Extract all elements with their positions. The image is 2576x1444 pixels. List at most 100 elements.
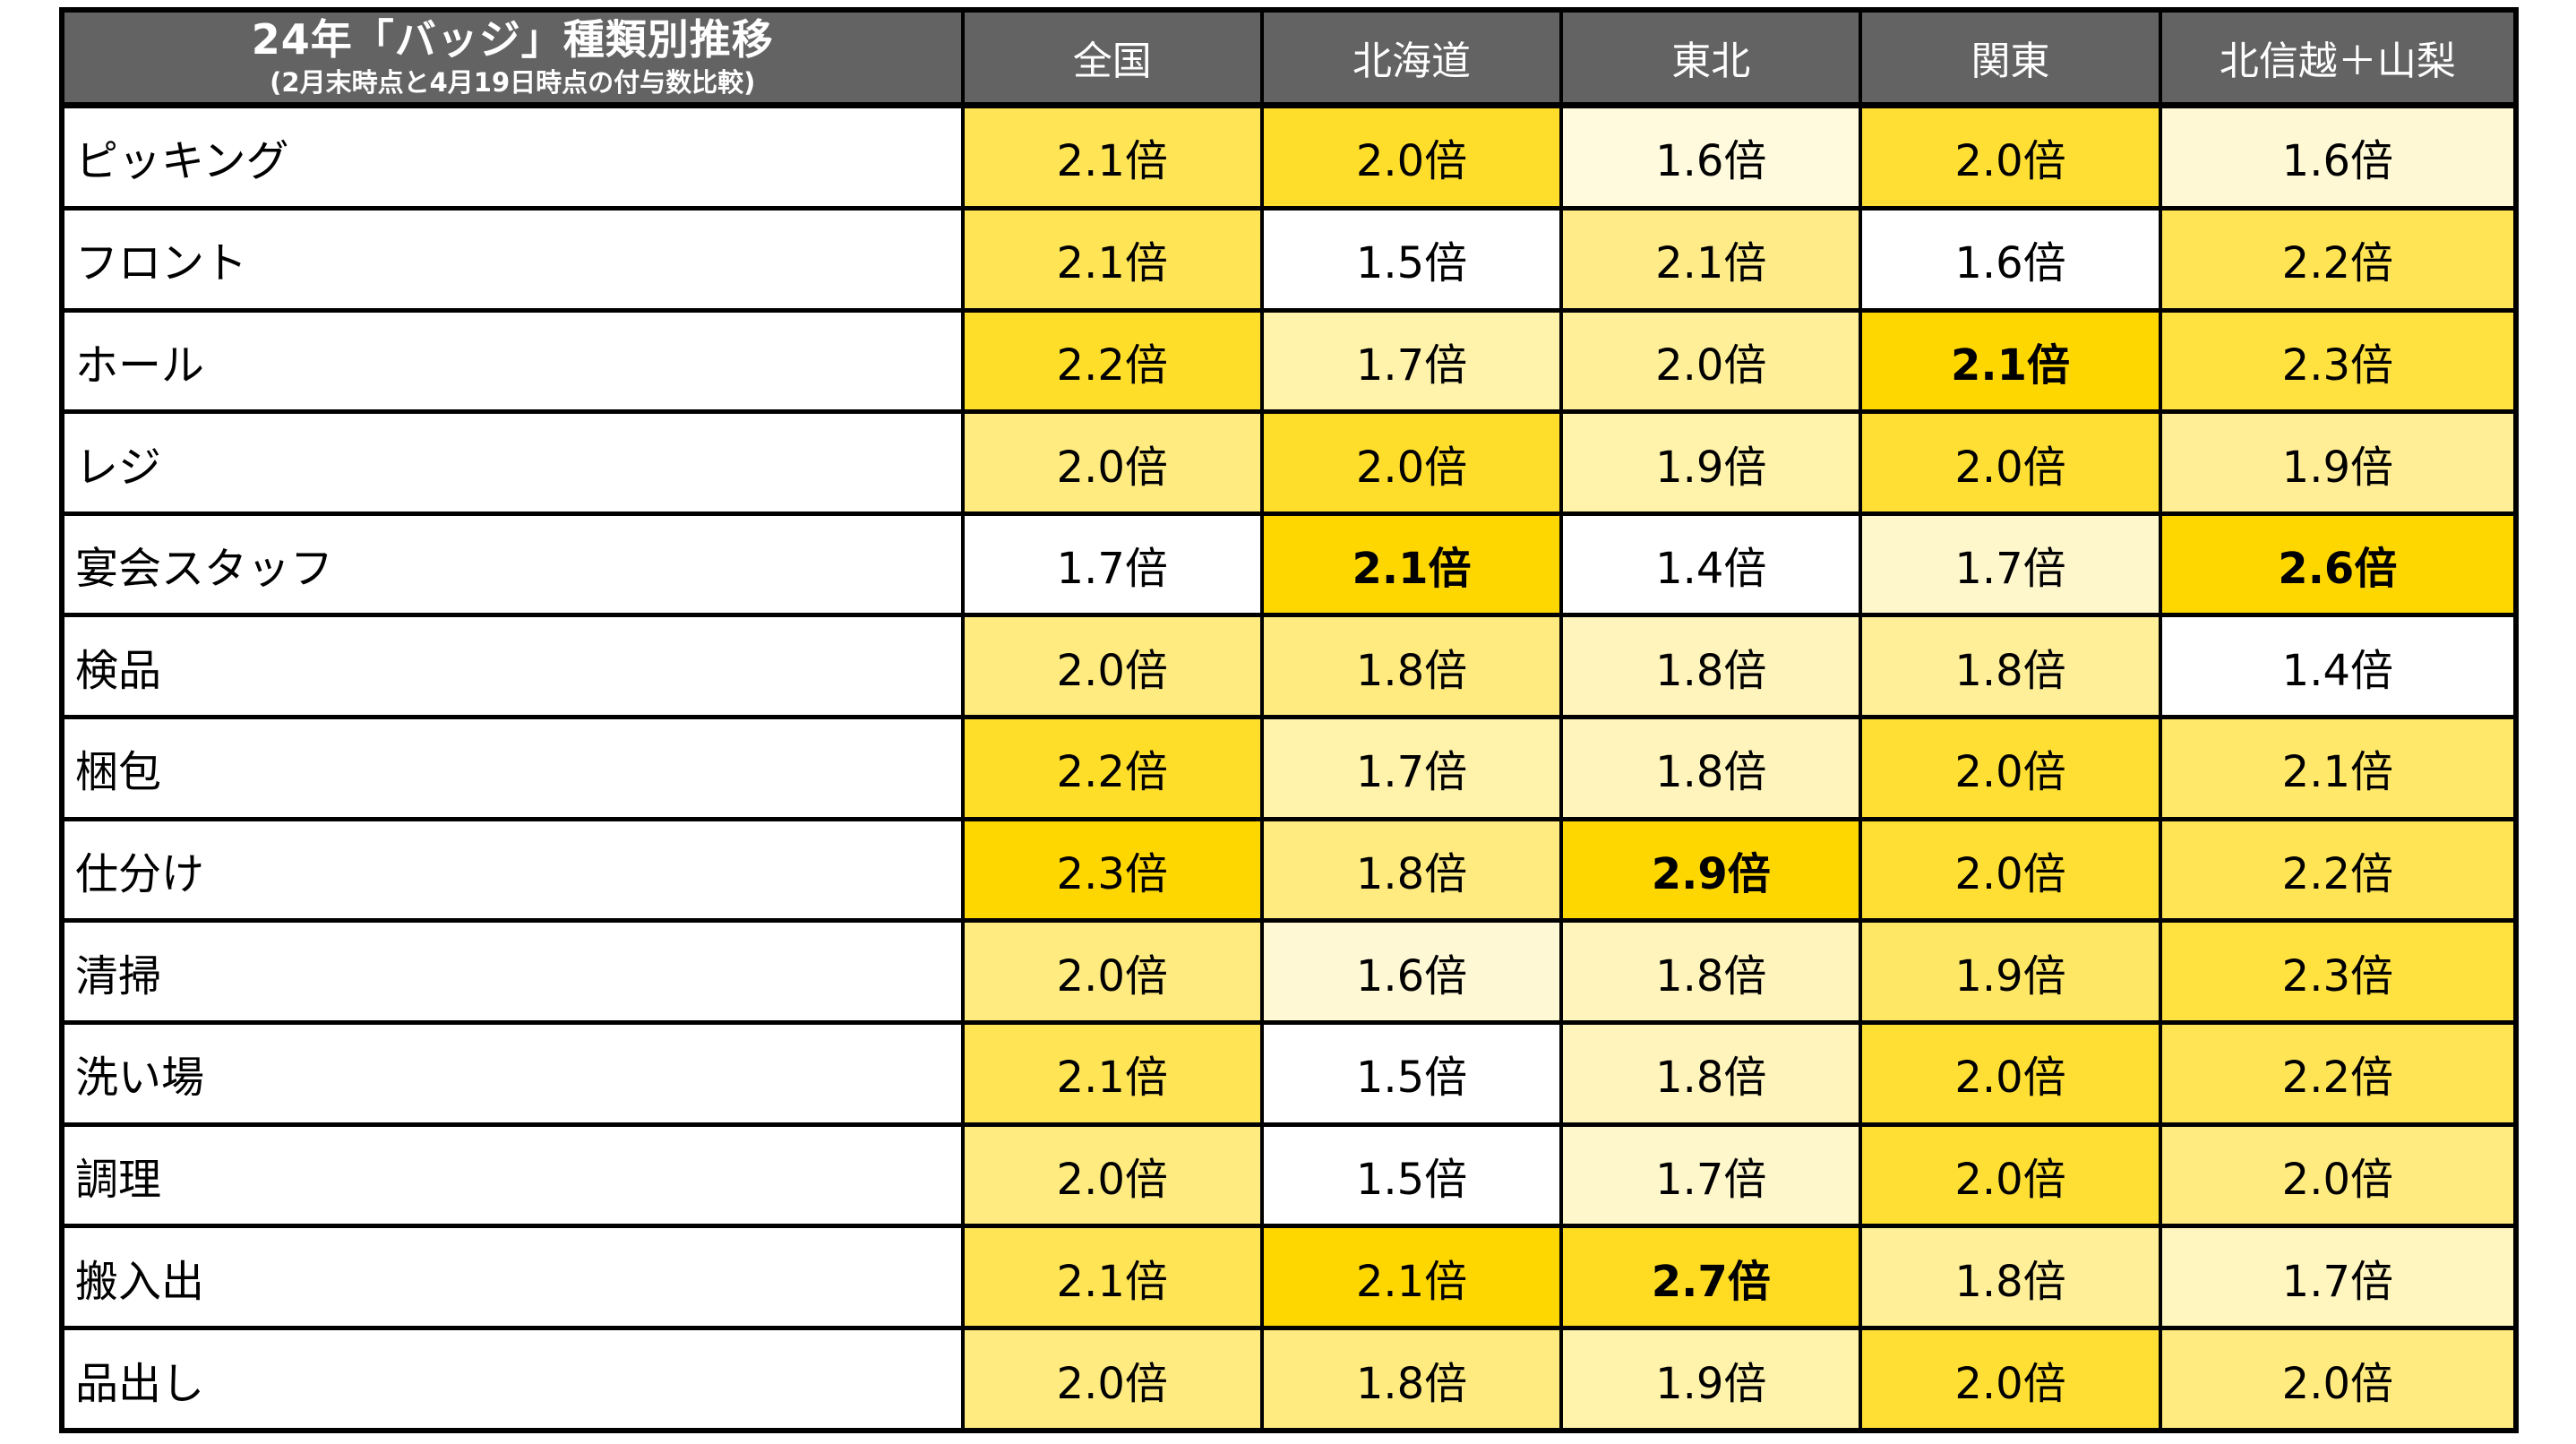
row-label-ホール: ホール	[60, 307, 965, 415]
table-row-清掃: 清掃 2.0倍 1.6倍 1.8倍 1.9倍 2.3倍	[60, 918, 2519, 1026]
row-label-仕分け: 仕分け	[60, 816, 965, 924]
value-cell-清掃-北信越＋山梨: 2.3倍	[2158, 918, 2519, 1026]
column-header-関東: 関東	[1859, 7, 2162, 108]
row-label-調理: 調理	[60, 1122, 965, 1229]
row-label-フロント: フロント	[60, 205, 965, 313]
row-label-搬入出: 搬入出	[60, 1224, 965, 1331]
value-cell-搬入出-東北: 2.7倍	[1559, 1224, 1863, 1331]
value-cell-清掃-東北: 1.8倍	[1559, 918, 1863, 1026]
value-cell-梱包-北信越＋山梨: 2.1倍	[2158, 715, 2519, 821]
value-cell-洗い場-東北: 1.8倍	[1559, 1020, 1863, 1127]
value-cell-調理-北海道: 1.5倍	[1259, 1122, 1564, 1229]
row-label-レジ: レジ	[60, 409, 965, 516]
value-cell-品出し-全国: 2.0倍	[960, 1326, 1264, 1433]
value-cell-品出し-北海道: 1.8倍	[1259, 1326, 1564, 1433]
table-row-品出し: 品出し 2.0倍 1.8倍 1.9倍 2.0倍 2.0倍	[60, 1326, 2519, 1433]
value-cell-仕分け-東北: 2.9倍	[1559, 816, 1863, 924]
value-cell-レジ-関東: 2.0倍	[1859, 409, 2162, 516]
value-cell-宴会スタッフ-北海道: 2.1倍	[1259, 511, 1564, 618]
value-cell-フロント-全国: 2.1倍	[960, 205, 1264, 313]
value-cell-レジ-北海道: 2.0倍	[1259, 409, 1564, 516]
table-row-調理: 調理 2.0倍 1.5倍 1.7倍 2.0倍 2.0倍	[60, 1122, 2519, 1229]
column-header-北信越＋山梨: 北信越＋山梨	[2158, 7, 2519, 108]
value-cell-レジ-全国: 2.0倍	[960, 409, 1264, 516]
badge-trend-table: 24年「バッジ」種類別推移 (2月末時点と4月19日時点の付与数比較) 全国 北海…	[59, 7, 2519, 1433]
value-cell-フロント-東北: 2.1倍	[1559, 205, 1863, 313]
value-cell-清掃-北海道: 1.6倍	[1259, 918, 1564, 1026]
column-header-全国: 全国	[960, 7, 1264, 108]
value-cell-仕分け-北信越＋山梨: 2.2倍	[2158, 816, 2519, 924]
value-cell-搬入出-関東: 1.8倍	[1859, 1224, 2162, 1331]
value-cell-ホール-関東: 2.1倍	[1859, 307, 2162, 415]
value-cell-フロント-北信越＋山梨: 2.2倍	[2158, 205, 2519, 313]
value-cell-調理-関東: 2.0倍	[1859, 1122, 2162, 1229]
table-row-ホール: ホール 2.2倍 1.7倍 2.0倍 2.1倍 2.3倍	[60, 307, 2519, 415]
value-cell-レジ-東北: 1.9倍	[1559, 409, 1863, 516]
value-cell-ピッキング-北信越＋山梨: 1.6倍	[2158, 102, 2519, 211]
value-cell-洗い場-北信越＋山梨: 2.2倍	[2158, 1020, 2519, 1127]
value-cell-洗い場-全国: 2.1倍	[960, 1020, 1264, 1127]
table-row-仕分け: 仕分け 2.3倍 1.8倍 2.9倍 2.0倍 2.2倍	[60, 816, 2519, 924]
title-cell: 24年「バッジ」種類別推移 (2月末時点と4月19日時点の付与数比較)	[60, 7, 965, 108]
column-header-北海道: 北海道	[1259, 7, 1564, 108]
value-cell-ホール-北信越＋山梨: 2.3倍	[2158, 307, 2519, 415]
value-cell-仕分け-関東: 2.0倍	[1859, 816, 2162, 924]
table-row-搬入出: 搬入出 2.1倍 2.1倍 2.7倍 1.8倍 1.7倍	[60, 1224, 2519, 1331]
value-cell-フロント-関東: 1.6倍	[1859, 205, 2162, 313]
table-row-洗い場: 洗い場 2.1倍 1.5倍 1.8倍 2.0倍 2.2倍	[60, 1020, 2519, 1127]
value-cell-検品-北海道: 1.8倍	[1259, 613, 1564, 720]
value-cell-ホール-東北: 2.0倍	[1559, 307, 1863, 415]
value-cell-ピッキング-東北: 1.6倍	[1559, 102, 1863, 211]
value-cell-調理-東北: 1.7倍	[1559, 1122, 1863, 1229]
value-cell-レジ-北信越＋山梨: 1.9倍	[2158, 409, 2519, 516]
value-cell-洗い場-関東: 2.0倍	[1859, 1020, 2162, 1127]
value-cell-ピッキング-全国: 2.1倍	[960, 102, 1264, 211]
value-cell-品出し-東北: 1.9倍	[1559, 1326, 1863, 1433]
value-cell-搬入出-北海道: 2.1倍	[1259, 1224, 1564, 1331]
value-cell-宴会スタッフ-東北: 1.4倍	[1559, 511, 1863, 618]
value-cell-宴会スタッフ-北信越＋山梨: 2.6倍	[2158, 511, 2519, 618]
header-row: 24年「バッジ」種類別推移 (2月末時点と4月19日時点の付与数比較) 全国 北海…	[60, 7, 2519, 108]
value-cell-清掃-関東: 1.9倍	[1859, 918, 2162, 1026]
value-cell-ピッキング-関東: 2.0倍	[1859, 102, 2162, 211]
row-label-品出し: 品出し	[60, 1326, 965, 1433]
value-cell-調理-全国: 2.0倍	[960, 1122, 1264, 1229]
value-cell-品出し-関東: 2.0倍	[1859, 1326, 2162, 1433]
value-cell-洗い場-北海道: 1.5倍	[1259, 1020, 1564, 1127]
value-cell-ホール-北海道: 1.7倍	[1259, 307, 1564, 415]
value-cell-梱包-北海道: 1.7倍	[1259, 715, 1564, 821]
row-label-清掃: 清掃	[60, 918, 965, 1026]
value-cell-仕分け-北海道: 1.8倍	[1259, 816, 1564, 924]
table-row-梱包: 梱包 2.2倍 1.7倍 1.8倍 2.0倍 2.1倍	[60, 715, 2519, 821]
value-cell-宴会スタッフ-関東: 1.7倍	[1859, 511, 2162, 618]
value-cell-梱包-関東: 2.0倍	[1859, 715, 2162, 821]
table-row-検品: 検品 2.0倍 1.8倍 1.8倍 1.8倍 1.4倍	[60, 613, 2519, 720]
value-cell-搬入出-全国: 2.1倍	[960, 1224, 1264, 1331]
badge-trend-table-container: 24年「バッジ」種類別推移 (2月末時点と4月19日時点の付与数比較) 全国 北海…	[59, 7, 2519, 1433]
table-row-ピッキング: ピッキング 2.1倍 2.0倍 1.6倍 2.0倍 1.6倍	[60, 102, 2519, 211]
value-cell-梱包-全国: 2.2倍	[960, 715, 1264, 821]
table-subtitle: (2月末時点と4月19日時点の付与数比較)	[270, 66, 756, 98]
value-cell-検品-関東: 1.8倍	[1859, 613, 2162, 720]
value-cell-ピッキング-北海道: 2.0倍	[1259, 102, 1564, 211]
table-row-宴会スタッフ: 宴会スタッフ 1.7倍 2.1倍 1.4倍 1.7倍 2.6倍	[60, 511, 2519, 618]
value-cell-梱包-東北: 1.8倍	[1559, 715, 1863, 821]
table-row-フロント: フロント 2.1倍 1.5倍 2.1倍 1.6倍 2.2倍	[60, 205, 2519, 313]
value-cell-検品-北信越＋山梨: 1.4倍	[2158, 613, 2519, 720]
value-cell-搬入出-北信越＋山梨: 1.7倍	[2158, 1224, 2519, 1331]
row-label-梱包: 梱包	[60, 715, 965, 821]
row-label-宴会スタッフ: 宴会スタッフ	[60, 511, 965, 618]
row-label-ピッキング: ピッキング	[60, 102, 965, 211]
value-cell-仕分け-全国: 2.3倍	[960, 816, 1264, 924]
value-cell-フロント-北海道: 1.5倍	[1259, 205, 1564, 313]
row-label-検品: 検品	[60, 613, 965, 720]
value-cell-ホール-全国: 2.2倍	[960, 307, 1264, 415]
value-cell-検品-全国: 2.0倍	[960, 613, 1264, 720]
table-title: 24年「バッジ」種類別推移	[251, 15, 774, 64]
row-label-洗い場: 洗い場	[60, 1020, 965, 1127]
value-cell-調理-北信越＋山梨: 2.0倍	[2158, 1122, 2519, 1229]
value-cell-検品-東北: 1.8倍	[1559, 613, 1863, 720]
table-row-レジ: レジ 2.0倍 2.0倍 1.9倍 2.0倍 1.9倍	[60, 409, 2519, 516]
column-header-東北: 東北	[1559, 7, 1863, 108]
value-cell-品出し-北信越＋山梨: 2.0倍	[2158, 1326, 2519, 1433]
